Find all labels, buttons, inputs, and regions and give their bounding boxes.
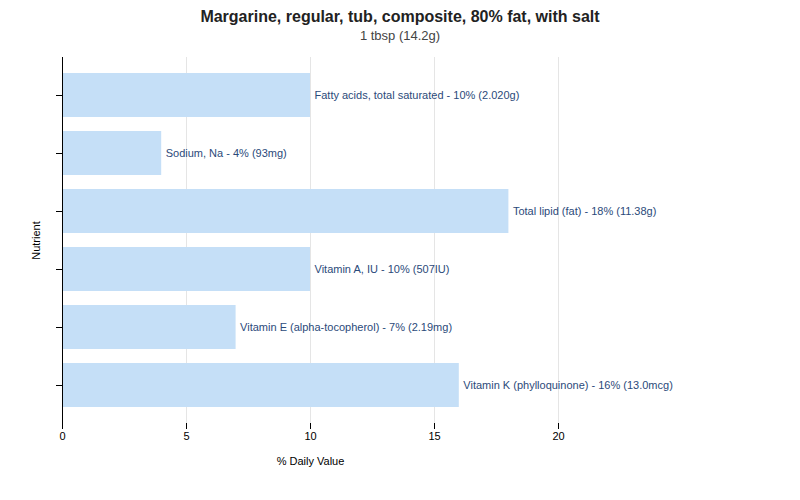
svg-text:Vitamin A, IU - 10% (507IU): Vitamin A, IU - 10% (507IU) <box>315 263 450 275</box>
svg-text:% Daily Value: % Daily Value <box>277 455 345 467</box>
svg-text:10: 10 <box>304 430 316 442</box>
svg-text:15: 15 <box>428 430 440 442</box>
svg-text:Vitamin E (alpha-tocopherol) -: Vitamin E (alpha-tocopherol) - 7% (2.19m… <box>240 321 452 333</box>
svg-text:Nutrient: Nutrient <box>30 221 42 260</box>
svg-text:Total lipid (fat) - 18% (11.38: Total lipid (fat) - 18% (11.38g) <box>513 205 656 217</box>
svg-text:20: 20 <box>552 430 564 442</box>
svg-text:Vitamin K (phylloquinone) - 16: Vitamin K (phylloquinone) - 16% (13.0mcg… <box>463 379 673 391</box>
svg-text:Fatty acids, total saturated -: Fatty acids, total saturated - 10% (2.02… <box>315 89 520 101</box>
svg-text:Sodium, Na - 4% (93mg): Sodium, Na - 4% (93mg) <box>166 147 287 159</box>
svg-text:0: 0 <box>59 430 65 442</box>
svg-text:5: 5 <box>183 430 189 442</box>
html-text:Margarine, regular, tub, compo: Margarine, regular, tub, composite, 80% … <box>200 8 600 25</box>
html-text:1 tbsp (14.2g): 1 tbsp (14.2g) <box>359 28 441 43</box>
